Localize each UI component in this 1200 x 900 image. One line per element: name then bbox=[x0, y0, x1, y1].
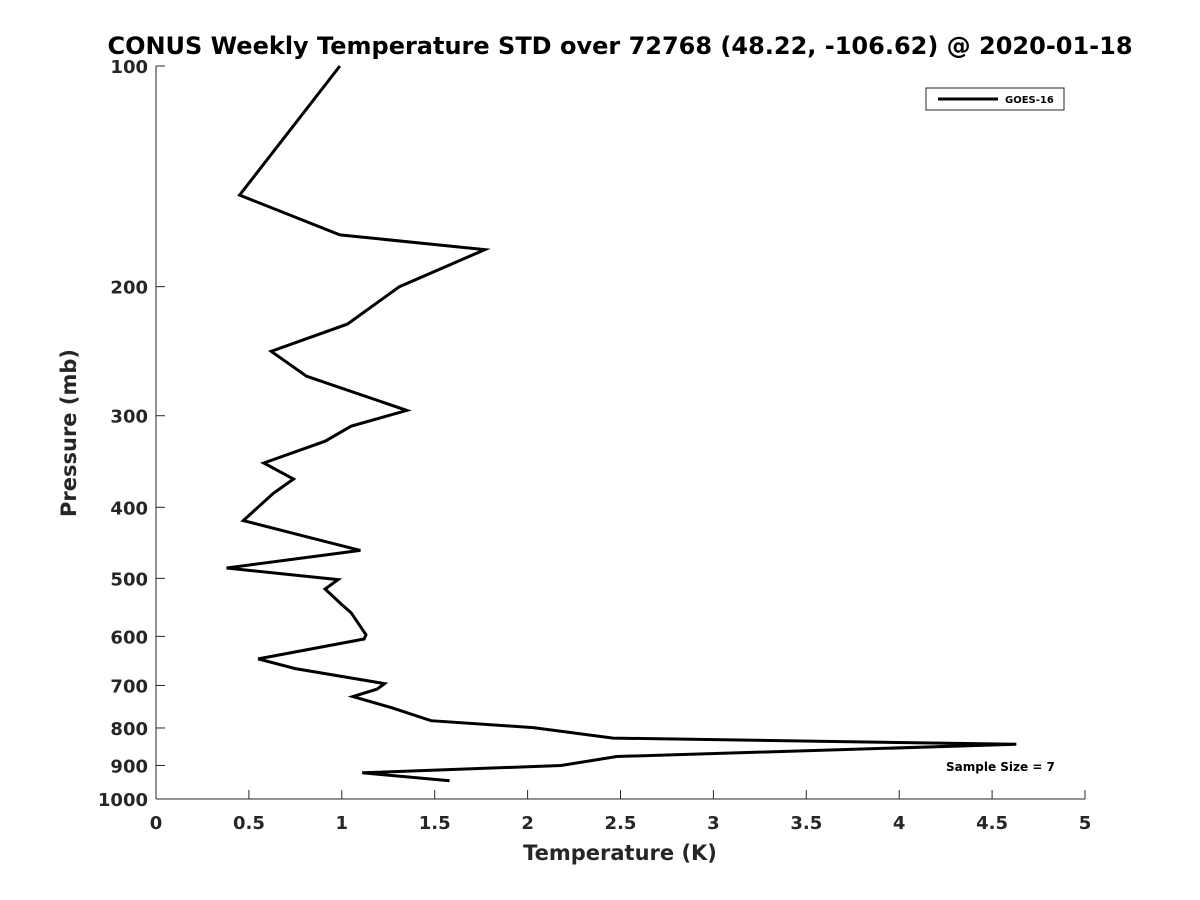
y-tick-label: 500 bbox=[110, 569, 148, 590]
x-axis-ticks: 0 0.5 1 1.5 2 2.5 3 3.5 4 4.5 5 bbox=[150, 790, 1092, 834]
y-tick-label: 200 bbox=[110, 278, 148, 299]
x-tick-label: 4.5 bbox=[976, 813, 1008, 834]
y-tick-label: 300 bbox=[110, 407, 148, 428]
x-tick-label: 1 bbox=[336, 813, 349, 834]
y-tick-label: 700 bbox=[110, 676, 148, 697]
x-tick-label: 4 bbox=[893, 813, 906, 834]
x-axis-label: Temperature (K) bbox=[523, 841, 717, 865]
x-tick-label: 3.5 bbox=[790, 813, 822, 834]
chart-title: CONUS Weekly Temperature STD over 72768 … bbox=[107, 32, 1132, 60]
x-tick-label: 2.5 bbox=[605, 813, 637, 834]
y-tick-label: 800 bbox=[110, 719, 148, 740]
y-tick-label: 100 bbox=[110, 57, 148, 78]
y-tick-label: 900 bbox=[110, 756, 148, 777]
y-axis-ticks: 100 200 300 400 500 600 700 800 900 1000 bbox=[98, 57, 165, 811]
legend-label: GOES-16 bbox=[1005, 95, 1054, 106]
y-axis-label: Pressure (mb) bbox=[57, 349, 81, 517]
series-layer bbox=[226, 65, 1017, 783]
sample-size-annotation: Sample Size = 7 bbox=[946, 760, 1055, 774]
x-tick-label: 1.5 bbox=[419, 813, 451, 834]
x-tick-label: 0 bbox=[150, 813, 163, 834]
y-tick-label: 400 bbox=[110, 498, 148, 519]
x-tick-label: 5 bbox=[1079, 813, 1092, 834]
x-tick-label: 3 bbox=[707, 813, 720, 834]
y-tick-label: 600 bbox=[110, 627, 148, 648]
y-tick-label: 1000 bbox=[98, 790, 148, 811]
series-line-goes-16 bbox=[226, 65, 1017, 783]
x-tick-label: 2 bbox=[521, 813, 534, 834]
x-tick-label: 0.5 bbox=[233, 813, 265, 834]
legend: GOES-16 bbox=[925, 87, 1065, 111]
